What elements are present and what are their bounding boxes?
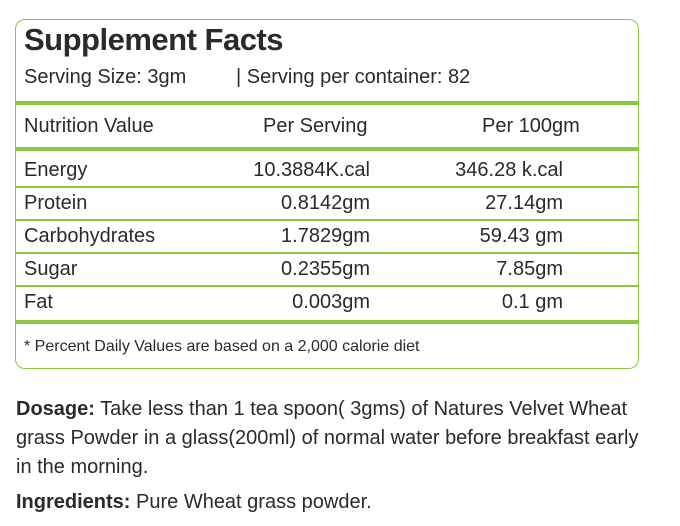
row-divider xyxy=(16,252,638,254)
row-value-energy-serving: 10.3884K.cal xyxy=(253,159,370,181)
ingredients-label: Ingredients: xyxy=(16,491,131,513)
ingredients-text: Pure Wheat grass powder. xyxy=(130,491,372,513)
row-value-fat-100gm: 0.1 gm xyxy=(501,291,563,313)
row-label-sugar: Sugar xyxy=(24,258,78,280)
row-value-sugar-100gm: 7.85gm xyxy=(496,258,563,280)
serving-per-container: | Serving per container: 82 xyxy=(236,66,471,88)
dosage-paragraph: Dosage: Take less than 1 tea spoon( 3gms… xyxy=(16,395,656,482)
serving-size: Serving Size: 3gm xyxy=(24,66,187,88)
dosage-label: Dosage: xyxy=(16,398,95,420)
ingredients-paragraph: Ingredients: Pure Wheat grass powder. xyxy=(16,488,656,517)
row-value-carbohydrates-serving: 1.7829gm xyxy=(281,225,370,247)
panel-title: Supplement Facts xyxy=(24,22,284,57)
header-per-100gm: Per 100gm xyxy=(482,115,580,137)
row-divider xyxy=(16,219,638,221)
row-value-protein-serving: 0.8142gm xyxy=(281,192,370,214)
divider xyxy=(16,320,638,324)
row-value-energy-100gm: 346.28 k.cal xyxy=(455,159,563,181)
dosage-text: Take less than 1 tea spoon( 3gms) of Nat… xyxy=(16,398,639,478)
row-label-carbohydrates: Carbohydrates xyxy=(24,225,156,247)
header-per-serving: Per Serving xyxy=(263,115,368,137)
row-value-sugar-serving: 0.2355gm xyxy=(281,258,370,280)
header-nutrition-value: Nutrition Value xyxy=(24,115,154,137)
supplement-facts-panel: Supplement Facts Serving Size: 3gm | Ser… xyxy=(15,19,639,369)
row-value-carbohydrates-100gm: 59.43 gm xyxy=(479,225,563,247)
row-divider xyxy=(16,186,638,188)
divider xyxy=(16,147,638,151)
serving-info: Serving Size: 3gm | Serving per containe… xyxy=(24,66,470,89)
row-label-fat: Fat xyxy=(24,291,53,313)
row-label-protein: Protein xyxy=(24,192,88,214)
footnote: * Percent Daily Values are based on a 2,… xyxy=(24,338,420,355)
divider xyxy=(16,101,638,105)
row-value-fat-serving: 0.003gm xyxy=(292,291,370,313)
row-label-energy: Energy xyxy=(24,159,88,181)
row-divider xyxy=(16,285,638,287)
row-value-protein-100gm: 27.14gm xyxy=(485,192,563,214)
